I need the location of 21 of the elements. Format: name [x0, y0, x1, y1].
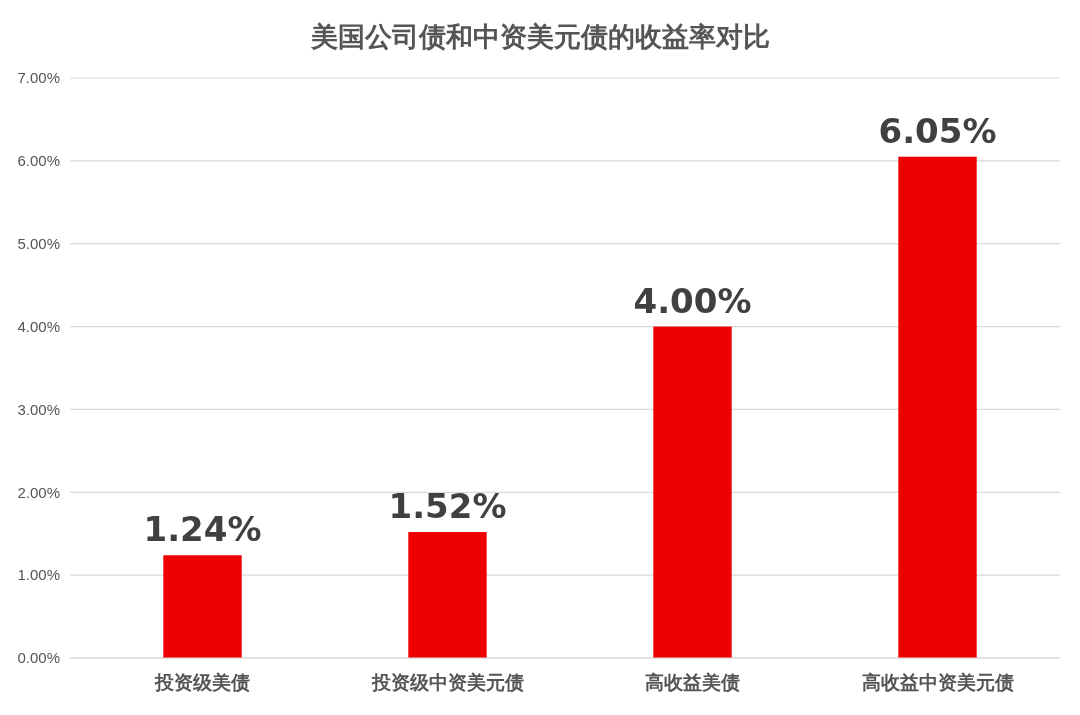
y-tick-label: 7.00% — [17, 69, 60, 87]
x-tick-label: 投资级美债 — [154, 672, 250, 694]
x-tick-label: 投资级中资美元债 — [370, 672, 524, 694]
y-tick-label: 4.00% — [17, 317, 60, 335]
bar — [163, 555, 242, 658]
data-label: 4.00% — [633, 280, 752, 321]
y-tick-label: 1.00% — [17, 566, 60, 584]
y-tick-label: 6.00% — [17, 152, 60, 170]
y-tick-label: 5.00% — [17, 235, 60, 253]
data-label: 1.24% — [143, 509, 262, 550]
data-label: 6.05% — [878, 110, 997, 151]
y-tick-label: 3.00% — [17, 400, 60, 418]
y-tick-label: 0.00% — [17, 649, 60, 667]
x-tick-label: 高收益中资美元债 — [861, 672, 1014, 694]
y-tick-label: 2.00% — [17, 483, 60, 501]
chart-title: 美国公司债和中资美元债的收益率对比 — [309, 21, 770, 52]
data-label: 1.52% — [388, 486, 507, 527]
x-tick-label: 高收益美债 — [645, 672, 740, 694]
bar — [653, 326, 732, 658]
bar — [898, 156, 977, 658]
bar — [408, 532, 487, 658]
